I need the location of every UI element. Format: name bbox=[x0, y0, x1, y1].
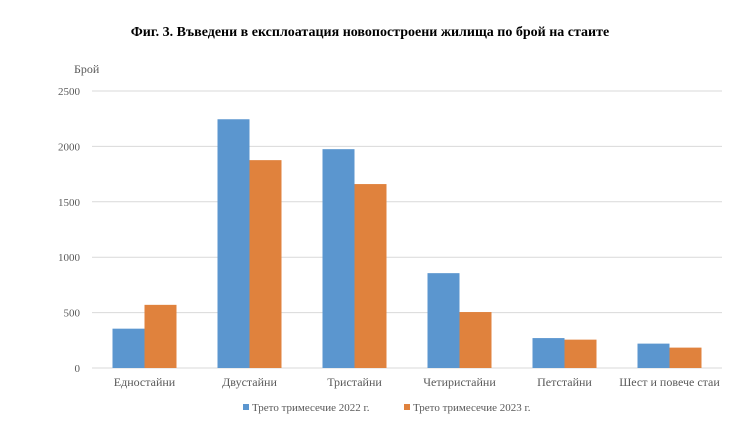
bar-2022 bbox=[637, 343, 670, 368]
x-tick-label: Двустайни bbox=[222, 375, 277, 389]
x-tick-label: Петстайни bbox=[537, 375, 592, 389]
legend-swatch bbox=[243, 404, 249, 410]
bar-2023 bbox=[354, 184, 387, 368]
x-tick-label: Тристайни bbox=[327, 375, 382, 389]
bar-2023 bbox=[249, 160, 282, 368]
bar-2023 bbox=[144, 304, 177, 368]
legend-swatch bbox=[404, 404, 410, 410]
bar-2023 bbox=[564, 339, 597, 368]
bar-2022 bbox=[427, 273, 460, 368]
bar-2022 bbox=[112, 328, 145, 368]
bar-2022 bbox=[322, 149, 355, 368]
x-tick-label: Едностайни bbox=[114, 375, 176, 389]
y-tick-label: 0 bbox=[75, 363, 81, 375]
y-tick-label: 500 bbox=[64, 308, 81, 320]
chart-title: Фиг. 3. Въведени в експлоатация новопост… bbox=[130, 25, 610, 40]
bar-2022 bbox=[217, 119, 250, 368]
x-tick-label: Четиристайни bbox=[423, 375, 496, 389]
y-tick-label: 1500 bbox=[58, 197, 81, 209]
x-tick-label: Шест и повече стаи bbox=[619, 375, 720, 389]
y-tick-label: 2000 bbox=[58, 141, 81, 153]
legend-label: Трето тримесечие 2023 г. bbox=[413, 402, 531, 414]
bar-2022 bbox=[532, 338, 565, 368]
y-tick-label: 2500 bbox=[58, 86, 81, 98]
bar-2023 bbox=[459, 312, 492, 368]
y-axis-label: Брой bbox=[74, 62, 100, 76]
legend-label: Трето тримесечие 2022 г. bbox=[252, 402, 370, 414]
y-tick-label: 1000 bbox=[58, 252, 81, 264]
bar-2023 bbox=[669, 347, 702, 368]
